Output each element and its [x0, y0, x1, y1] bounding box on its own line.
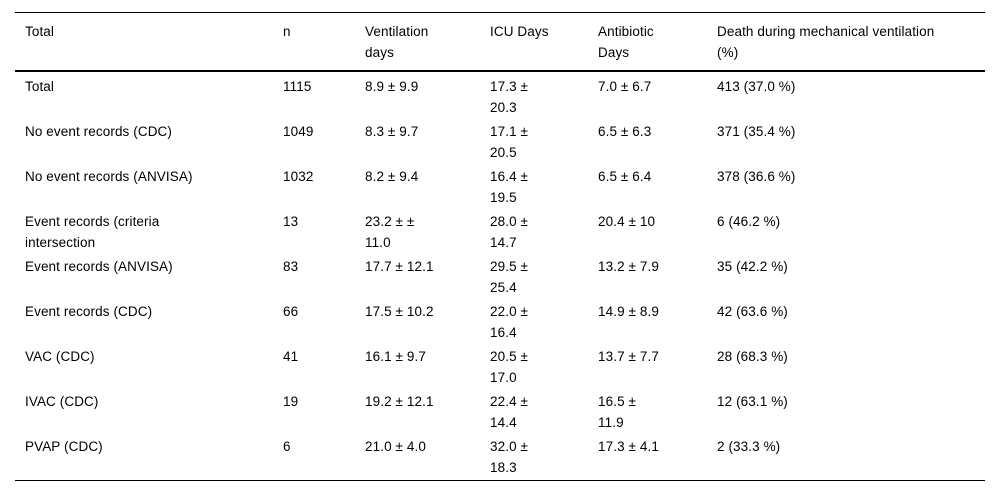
table-cell: 22.4 ± 14.4 — [490, 394, 529, 430]
table-row: Total 1115 8.9 ± 9.9 17.3 ± 20.3 7.0 ± 6.7 41… — [15, 71, 985, 120]
table-row: Event records (ANVISA) 83 17.7 ± 12.1 29.5 … — [15, 255, 985, 300]
table-cell: 16.5 ± 11.9 — [598, 394, 637, 430]
table-cell: 19 — [283, 394, 299, 409]
table-cell: 8.3 ± 9.7 — [365, 124, 419, 139]
paper-table-page: Total n Ventilation days ICU Days Antibi… — [0, 12, 1000, 499]
table-cell: 20.5 ± 17.0 — [490, 349, 529, 385]
table-cell: 42 (63.6 %) — [717, 304, 788, 319]
col-header-death-during-mv: Death during mechanical ventilation (%) — [707, 12, 985, 72]
table-cell: 413 (37.0 %) — [717, 79, 796, 94]
table-cell: 17.3 ± 20.3 — [490, 79, 529, 115]
table-cell: 13.2 ± 7.9 — [598, 259, 659, 274]
table-cell: 1115 — [283, 79, 312, 94]
table-cell: 23.2 ± ± 11.0 — [365, 214, 415, 250]
table-cell: 7.0 ± 6.7 — [598, 79, 652, 94]
table-cell: Event records (criteria intersection — [25, 214, 160, 250]
table-cell: 20.4 ± 10 — [598, 214, 656, 229]
table-cell: 32.0 ± 18.3 — [490, 439, 529, 475]
header-row: Total n Ventilation days ICU Days Antibi… — [15, 12, 985, 72]
table-cell: 28.0 ± 14.7 — [490, 214, 529, 250]
col-header-n: n — [273, 12, 355, 72]
table-cell: 19.2 ± 12.1 — [365, 394, 434, 409]
col-header-total: Total — [15, 12, 273, 72]
table-cell: 6.5 ± 6.3 — [598, 124, 652, 139]
table-cell: 1032 — [283, 169, 314, 184]
table-cell: 12 (63.1 %) — [717, 394, 788, 409]
table-row: Event records (criteria intersection 13 23… — [15, 210, 985, 255]
table-cell: Total — [25, 79, 55, 94]
table-cell: 21.0 ± 4.0 — [365, 439, 426, 454]
table-cell: 8.2 ± 9.4 — [365, 169, 419, 184]
table-header: Total n Ventilation days ICU Days Antibi… — [15, 12, 985, 72]
table-cell: 378 (36.6 %) — [717, 169, 796, 184]
table-cell: 41 — [283, 349, 299, 364]
table-row: Event records (CDC) 66 17.5 ± 10.2 22.0 ± 1… — [15, 300, 985, 345]
col-header-antibiotic-days: Antibiotic Days — [588, 12, 707, 72]
table-cell: 66 — [283, 304, 299, 319]
table-body: Total 1115 8.9 ± 9.9 17.3 ± 20.3 7.0 ± 6.7 41… — [15, 71, 985, 481]
table-row: PVAP (CDC) 6 21.0 ± 4.0 32.0 ± 18.3 17.3 ± 4… — [15, 435, 985, 481]
table-cell: 371 (35.4 %) — [717, 124, 796, 139]
table-cell: 16.1 ± 9.7 — [365, 349, 426, 364]
table-row: VAC (CDC) 41 16.1 ± 9.7 20.5 ± 17.0 13.7 ± 7… — [15, 345, 985, 390]
table-cell: 22.0 ± 16.4 — [490, 304, 529, 340]
table-cell: 8.9 ± 9.9 — [365, 79, 419, 94]
table-cell: 2 (33.3 %) — [717, 439, 781, 454]
table-cell: 17.3 ± 4.1 — [598, 439, 659, 454]
table-cell: 13.7 ± 7.7 — [598, 349, 659, 364]
table-cell: IVAC (CDC) — [25, 394, 99, 409]
table-cell: 17.1 ± 20.5 — [490, 124, 529, 160]
table-row: No event records (CDC) 1049 8.3 ± 9.7 17.1 … — [15, 120, 985, 165]
table-cell: 83 — [283, 259, 299, 274]
table-cell: 17.5 ± 10.2 — [365, 304, 434, 319]
ventilation-outcomes-table: Total n Ventilation days ICU Days Antibi… — [15, 12, 985, 481]
table-cell: 13 — [283, 214, 299, 229]
table-cell: PVAP (CDC) — [25, 439, 103, 454]
table-cell: VAC (CDC) — [25, 349, 95, 364]
table-cell: 6 (46.2 %) — [717, 214, 781, 229]
table-cell: No event records (ANVISA) — [25, 169, 193, 184]
table-cell: 1049 — [283, 124, 314, 139]
table-cell: 16.4 ± 19.5 — [490, 169, 529, 205]
col-header-ventilation-days: Ventilation days — [355, 12, 480, 72]
table-cell: Event records (ANVISA) — [25, 259, 173, 274]
table-cell: 35 (42.2 %) — [717, 259, 788, 274]
col-header-icu-days: ICU Days — [480, 12, 588, 72]
table-cell: Event records (CDC) — [25, 304, 153, 319]
table-row: IVAC (CDC) 19 19.2 ± 12.1 22.4 ± 14.4 16.5 ±… — [15, 390, 985, 435]
table-cell: 17.7 ± 12.1 — [365, 259, 434, 274]
table-cell: 29.5 ± 25.4 — [490, 259, 529, 295]
table-cell: 6 — [283, 439, 291, 454]
table-row: No event records (ANVISA) 1032 8.2 ± 9.4 16… — [15, 165, 985, 210]
table-cell: 6.5 ± 6.4 — [598, 169, 652, 184]
table-cell: 28 (68.3 %) — [717, 349, 788, 364]
table-cell: 14.9 ± 8.9 — [598, 304, 659, 319]
table-cell: No event records (CDC) — [25, 124, 172, 139]
